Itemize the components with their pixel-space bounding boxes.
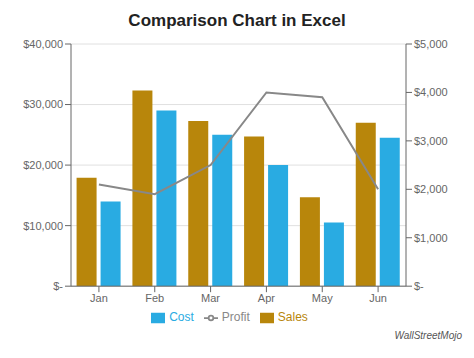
svg-text:$3,000: $3,000 [414,135,448,147]
html-text:Sales: Sales [277,310,308,325]
html-text:Comparison Chart in Excel: Comparison Chart in Excel [128,11,346,30]
svg-text:May: May [312,292,333,304]
html-text:WallStreetMojo: WallStreetMojo [394,330,462,341]
svg-text:Jan: Jan [90,292,108,304]
svg-text:$40,000: $40,000 [23,38,63,50]
svg-text:$10,000: $10,000 [23,220,63,232]
svg-text:$5,000: $5,000 [414,38,448,50]
svg-text:$-: $- [53,280,63,292]
svg-text:$30,000: $30,000 [23,98,63,110]
html-text:Cost: Cost [169,310,194,325]
svg-text:$-: $- [414,280,424,292]
svg-text:Jun: Jun [369,292,387,304]
svg-text:$4,000: $4,000 [414,86,448,98]
svg-text:$1,000: $1,000 [414,232,448,244]
svg-text:Feb: Feb [145,292,164,304]
html-text:Profit: Profit [221,310,250,325]
svg-text:$2,000: $2,000 [414,183,448,195]
svg-text:$20,000: $20,000 [23,159,63,171]
svg-text:Apr: Apr [258,292,275,304]
svg-text:Mar: Mar [201,292,220,304]
